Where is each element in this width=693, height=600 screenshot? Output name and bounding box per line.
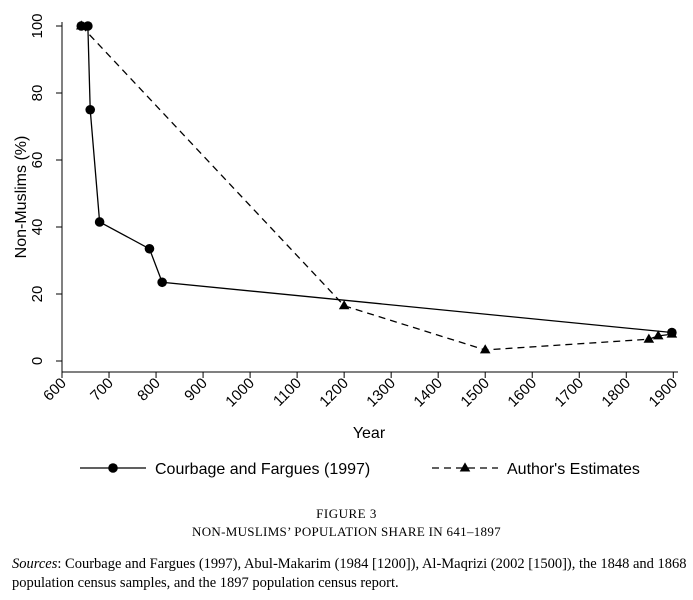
- legend-label: Author's Estimates: [507, 461, 640, 478]
- y-tick-label: 0: [29, 357, 46, 365]
- circle-marker: [94, 217, 105, 227]
- x-tick-label: 1300: [363, 375, 399, 411]
- y-axis-label: Non-Muslims (%): [13, 136, 30, 259]
- figure-number: FIGURE 3: [316, 506, 377, 521]
- x-tick-label: 800: [134, 375, 164, 405]
- triangle-marker: [459, 462, 471, 472]
- x-tick-label: 700: [87, 375, 117, 405]
- circle-marker: [85, 104, 96, 115]
- figure-title: NON-MUSLIMS’ POPULATION SHARE IN 641–189…: [192, 524, 501, 539]
- series-line: [81, 25, 672, 334]
- y-tick-label: 100: [29, 13, 46, 38]
- x-tick-label: 1900: [646, 375, 682, 411]
- sources-text: : Courbage and Fargues (1997), Abul-Maka…: [12, 556, 687, 591]
- circle-marker: [144, 243, 155, 254]
- y-tick-label: 20: [29, 286, 46, 303]
- legend-label: Courbage and Fargues (1997): [155, 461, 370, 478]
- x-tick-label: 1500: [457, 375, 493, 411]
- y-axis-ticks: 0 20 40 60 80 100: [29, 13, 62, 365]
- legend-item: Author's Estimates: [432, 461, 640, 478]
- series-layer: [75, 20, 678, 354]
- circle-marker: [108, 463, 118, 473]
- figure-sources: Sources: Courbage and Fargues (1997), Ab…: [12, 555, 687, 593]
- triangle-marker: [643, 333, 655, 343]
- x-tick-label: 1400: [410, 375, 446, 411]
- y-tick-label: 80: [29, 85, 46, 102]
- x-axis-ticks: 600 700 800 900 1000 1100 1200 1300 1400 1500 1600…: [40, 372, 681, 410]
- circle-marker: [83, 21, 93, 31]
- y-tick-label: 40: [29, 219, 46, 236]
- x-tick-label: 1600: [504, 375, 540, 411]
- x-tick-label: 1200: [316, 375, 352, 411]
- series-courbage-fargues: [76, 21, 677, 338]
- x-tick-label: 1000: [222, 375, 258, 411]
- x-tick-label: 900: [181, 375, 211, 405]
- triangle-marker: [479, 344, 491, 354]
- circle-marker: [667, 327, 677, 338]
- x-tick-label: 600: [40, 375, 70, 405]
- triangle-marker: [338, 300, 350, 310]
- series-line: [80, 25, 672, 351]
- x-axis-label: Year: [353, 425, 386, 442]
- line-chart: 0 20 40 60 80 100 600 700 800 900 1000 1100 1200 130…: [13, 13, 681, 478]
- x-tick-label: 1700: [551, 375, 587, 411]
- circle-marker: [157, 277, 167, 288]
- triangle-marker: [652, 330, 664, 340]
- legend: Courbage and Fargues (1997) Author's Esti…: [80, 461, 640, 478]
- x-tick-label: 1100: [270, 375, 305, 410]
- y-tick-label: 60: [29, 152, 46, 169]
- plot-frame: [61, 22, 678, 373]
- legend-item: Courbage and Fargues (1997): [80, 461, 370, 478]
- sources-label: Sources: [12, 556, 58, 572]
- circle-marker: [76, 21, 87, 31]
- x-tick-label: 1800: [598, 375, 634, 411]
